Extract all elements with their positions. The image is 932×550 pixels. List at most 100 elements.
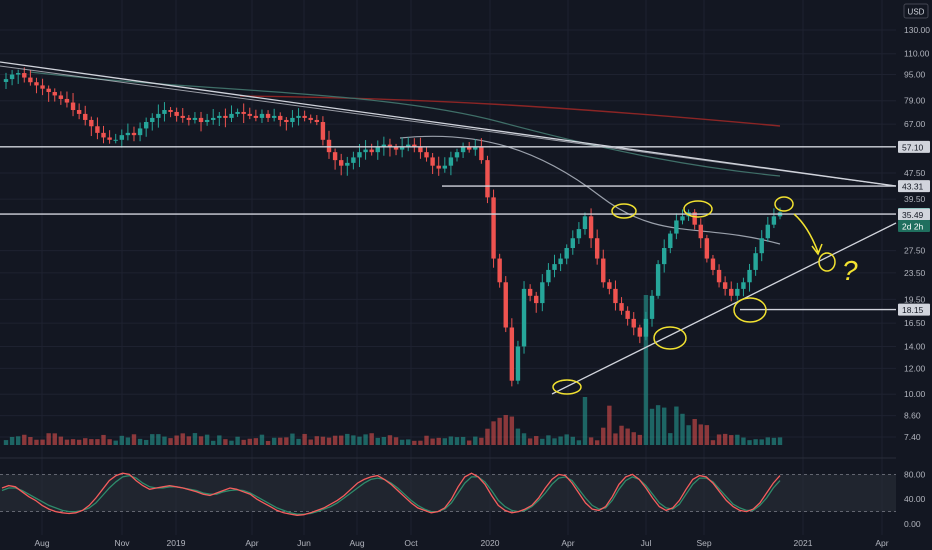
candle-body xyxy=(58,95,64,99)
price-axis[interactable]: 130.00 110.00 95.00 79.00 67.00 47.50 39.50 27.… xyxy=(898,25,930,529)
price-tick-label: 27.50 xyxy=(904,246,926,256)
candle-body xyxy=(113,139,118,141)
volume-bar xyxy=(540,438,545,445)
trendlines[interactable] xyxy=(0,61,897,395)
candle-body xyxy=(345,162,350,166)
volume-bar xyxy=(192,433,198,445)
candle-body xyxy=(710,258,716,270)
candle-body xyxy=(698,224,703,239)
volume-bar xyxy=(631,432,636,445)
ascending-trendline[interactable] xyxy=(551,222,897,395)
volume-bar xyxy=(290,433,295,445)
horizontal-levels[interactable] xyxy=(0,146,896,311)
descending-trendline[interactable] xyxy=(0,61,897,187)
volume-bar xyxy=(131,434,137,445)
candle-body xyxy=(137,128,143,136)
arrow-annotation xyxy=(793,213,823,256)
volume-bar xyxy=(698,424,703,445)
candle-body xyxy=(3,79,9,82)
volume-bar xyxy=(162,436,167,445)
price-tag-label: 43.31 xyxy=(902,182,924,192)
candle-body xyxy=(637,327,643,337)
candle-body xyxy=(351,157,356,163)
volume-bar xyxy=(150,434,155,445)
candle-body xyxy=(235,111,240,114)
candle-body xyxy=(387,144,393,148)
candle-body xyxy=(320,122,326,140)
countdown-label: 2d 2h xyxy=(902,222,924,232)
volume-bar xyxy=(680,413,685,445)
volume-bar xyxy=(332,435,338,445)
volume-bar xyxy=(625,428,630,445)
circle-annotation xyxy=(611,203,637,219)
volume-bar xyxy=(442,438,448,445)
candle-body xyxy=(704,238,710,259)
candle-body xyxy=(89,119,94,127)
candle-body xyxy=(619,303,624,311)
circle-annotation xyxy=(552,379,582,395)
volume-bar xyxy=(278,437,283,445)
candle-body xyxy=(649,295,655,319)
volume-bar xyxy=(180,433,185,445)
candle-body xyxy=(436,165,441,169)
candle-body xyxy=(125,132,131,136)
volume-bar xyxy=(119,435,124,445)
price-tag[interactable] xyxy=(898,140,930,153)
candle-body xyxy=(326,139,332,153)
candle-body xyxy=(76,110,82,114)
candle-body xyxy=(692,212,697,225)
price-tick-label: 19.50 xyxy=(904,294,926,304)
candle-body xyxy=(662,248,667,265)
price-tag[interactable] xyxy=(898,208,930,221)
volume-bar xyxy=(89,439,94,445)
candle-body xyxy=(564,248,569,259)
price-tick-label: 67.00 xyxy=(904,119,926,129)
candle-body xyxy=(722,282,728,289)
volume-bar xyxy=(448,436,454,445)
candle-body xyxy=(46,88,51,93)
candle-body xyxy=(278,115,283,120)
candle-body xyxy=(521,288,527,347)
candle-body xyxy=(198,117,204,123)
price-tag[interactable] xyxy=(898,180,930,193)
price-tick-label: 39.50 xyxy=(904,194,926,204)
price-tick-label: 47.50 xyxy=(904,168,926,178)
volume-bar xyxy=(320,436,326,445)
volume-bar xyxy=(436,437,441,445)
candle-body xyxy=(83,113,88,120)
moving-averages xyxy=(29,71,781,245)
candle-body xyxy=(296,115,301,118)
volume-bar xyxy=(503,415,508,445)
time-tick-label: 2021 xyxy=(794,538,813,548)
candle-body xyxy=(473,147,478,150)
volume-bar xyxy=(113,440,118,445)
volume-bar xyxy=(198,436,204,445)
candle-body xyxy=(509,327,515,381)
volume-bar xyxy=(345,433,350,445)
price-tick-label: 79.00 xyxy=(904,96,926,106)
ma-mid-line xyxy=(29,71,781,177)
descending-trendline-2[interactable] xyxy=(0,65,897,187)
time-axis[interactable]: Aug Nov 2019 Apr Jun Aug Oct 2020 Apr Jul Sep 2021 A… xyxy=(34,538,888,548)
currency-box[interactable] xyxy=(903,3,929,19)
time-tick-label: Oct xyxy=(404,538,418,548)
volume-bar xyxy=(101,434,106,445)
price-tag-label: 18.15 xyxy=(902,305,924,315)
candle-body xyxy=(729,288,734,296)
volume-bar xyxy=(582,397,588,445)
price-tag-label: 57.10 xyxy=(902,142,924,152)
volume-bar xyxy=(314,436,320,445)
volume-bar xyxy=(338,435,344,445)
candle-body xyxy=(497,258,502,283)
volume-bar xyxy=(777,437,783,445)
price-tick-label: 10.00 xyxy=(904,389,926,399)
candle-body xyxy=(607,282,612,289)
candle-body xyxy=(454,152,460,158)
price-tick-label: 14.00 xyxy=(904,341,926,351)
candle-body xyxy=(741,282,746,289)
volume-bar xyxy=(710,440,716,445)
candle-body xyxy=(753,253,758,270)
price-tag[interactable] xyxy=(898,303,930,316)
volume-bar xyxy=(217,435,222,445)
